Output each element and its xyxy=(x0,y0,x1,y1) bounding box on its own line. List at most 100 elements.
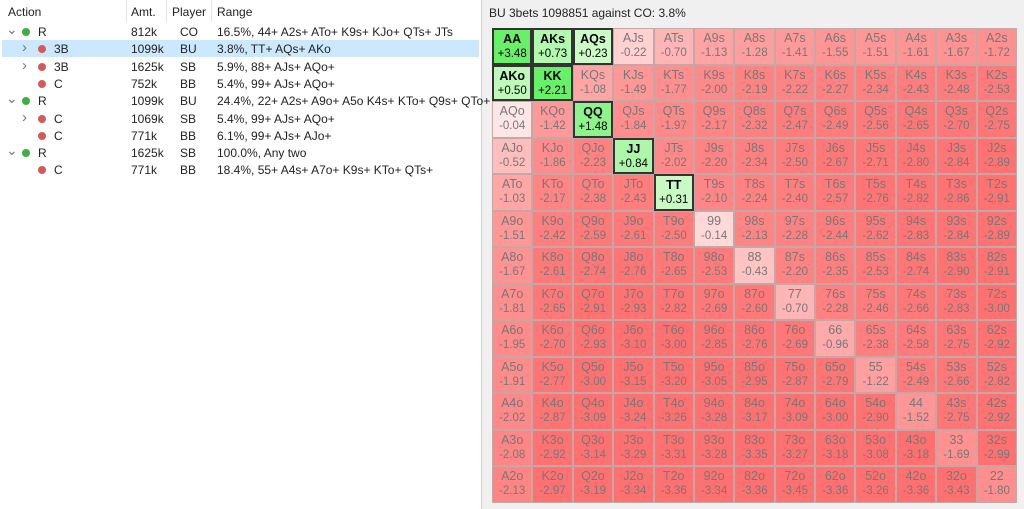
hand-cell[interactable]: A6s -1.55 xyxy=(815,28,856,65)
hand-cell[interactable]: Q6s -2.49 xyxy=(815,101,856,138)
hand-cell[interactable]: T6s -2.57 xyxy=(815,174,856,211)
hand-cell[interactable]: A3s -1.67 xyxy=(936,28,977,65)
hand-cell[interactable]: K7o -2.65 xyxy=(532,283,573,321)
hand-cell[interactable]: 43s -2.75 xyxy=(936,393,977,430)
hand-cell[interactable]: K8s -2.19 xyxy=(734,64,775,102)
hand-cell[interactable]: J6s -2.67 xyxy=(815,137,856,175)
hand-cell[interactable]: 96s -2.44 xyxy=(815,210,856,248)
hand-cell[interactable]: J4s -2.80 xyxy=(895,137,937,175)
hand-cell[interactable]: 43o -3.18 xyxy=(895,429,937,467)
hand-cell[interactable]: Q4s -2.65 xyxy=(895,101,937,138)
hand-cell[interactable]: 99 -0.14 xyxy=(693,210,735,248)
hand-cell[interactable]: 77 -0.70 xyxy=(774,283,816,321)
hand-cell[interactable]: 55 -1.22 xyxy=(855,356,896,394)
hand-cell[interactable]: 73o -3.27 xyxy=(774,429,816,467)
hand-cell[interactable]: T4o -3.26 xyxy=(653,393,694,430)
hand-cell[interactable]: 82s -2.91 xyxy=(976,247,1017,284)
hand-cell[interactable]: 87o -2.60 xyxy=(734,283,775,321)
hand-cell[interactable]: 95o -3.05 xyxy=(693,356,735,394)
hand-cell[interactable]: 85o -2.95 xyxy=(734,356,775,394)
hand-cell[interactable]: J9s -2.20 xyxy=(693,137,735,175)
hand-cell[interactable]: 97o -2.69 xyxy=(693,283,735,321)
hand-cell[interactable]: K2o -2.97 xyxy=(532,466,573,503)
hand-cell[interactable]: 74o -3.09 xyxy=(774,393,816,430)
hand-cell[interactable]: Q5s -2.56 xyxy=(855,101,896,138)
hand-cell[interactable]: K3s -2.48 xyxy=(936,64,977,102)
hand-cell[interactable]: Q7o -2.91 xyxy=(572,283,614,321)
hand-cell[interactable]: Q2o -3.19 xyxy=(572,466,614,503)
hand-cell[interactable]: JTo -2.43 xyxy=(613,174,654,211)
chevron-down-icon[interactable]: ⌄ xyxy=(6,142,18,159)
hand-cell[interactable]: JJ +0.84 xyxy=(613,137,654,175)
tree-row[interactable]: › 3B 1099k BU 3.8%, TT+ AQs+ AKo xyxy=(2,39,479,58)
hand-cell[interactable]: 93o -3.28 xyxy=(693,429,735,467)
hand-cell[interactable]: A4s -1.61 xyxy=(895,28,937,65)
hand-cell[interactable]: 93s -2.84 xyxy=(936,210,977,248)
hand-cell[interactable]: KTo -2.17 xyxy=(532,174,573,211)
hand-cell[interactable]: 88 -0.43 xyxy=(734,247,775,284)
hand-cell[interactable]: K9o -2.42 xyxy=(532,210,573,248)
hand-cell[interactable]: J5o -3.15 xyxy=(613,356,654,394)
hand-cell[interactable]: J3s -2.84 xyxy=(936,137,977,175)
hand-cell[interactable]: 76o -2.69 xyxy=(774,320,816,357)
tree-row[interactable]: C 752k BB 5.4%, 99+ AJs+ AQo+ xyxy=(2,75,479,92)
hand-cell[interactable]: QJs -1.84 xyxy=(613,101,654,138)
chevron-down-icon[interactable]: ⌄ xyxy=(6,90,18,107)
hand-cell[interactable]: A6o -1.95 xyxy=(492,320,533,357)
hand-cell[interactable]: A2s -1.72 xyxy=(976,28,1017,65)
hand-cell[interactable]: Q9o -2.59 xyxy=(572,210,614,248)
hand-cell[interactable]: 53s -2.66 xyxy=(936,356,977,394)
hand-cell[interactable]: J6o -3.10 xyxy=(613,320,654,357)
hand-cell[interactable]: 92s -2.89 xyxy=(976,210,1017,248)
hand-cell[interactable]: 84o -3.17 xyxy=(734,393,775,430)
chevron-down-icon[interactable]: ⌄ xyxy=(6,21,18,37)
hand-cell[interactable]: Q4o -3.09 xyxy=(572,393,614,430)
hand-cell[interactable]: A7o -1.81 xyxy=(492,283,533,321)
hand-cell[interactable]: Q6o -2.93 xyxy=(572,320,614,357)
hand-cell[interactable]: T3s -2.86 xyxy=(936,174,977,211)
hand-cell[interactable]: A5o -1.91 xyxy=(492,356,533,394)
hand-cell[interactable]: AKs +0.73 xyxy=(532,28,573,65)
hand-cell[interactable]: T2s -2.91 xyxy=(976,174,1017,211)
hand-cell[interactable]: AA +3.48 xyxy=(492,28,533,65)
hand-cell[interactable]: 52s -2.82 xyxy=(976,356,1017,394)
hand-cell[interactable]: A9s -1.13 xyxy=(693,28,735,65)
hand-cell[interactable]: K4s -2.43 xyxy=(895,64,937,102)
hand-cell[interactable]: K8o -2.61 xyxy=(532,247,573,284)
hand-cell[interactable]: A8s -1.28 xyxy=(734,28,775,65)
hand-cell[interactable]: 84s -2.74 xyxy=(895,247,937,284)
hand-cell[interactable]: TT +0.31 xyxy=(653,174,694,211)
hand-cell[interactable]: K4o -2.87 xyxy=(532,393,573,430)
hand-cell[interactable]: 63o -3.18 xyxy=(815,429,856,467)
hand-cell[interactable]: KK +2.21 xyxy=(532,64,573,102)
hand-cell[interactable]: K6o -2.70 xyxy=(532,320,573,357)
hand-cell[interactable]: 64s -2.58 xyxy=(895,320,937,357)
hand-cell[interactable]: K3o -2.92 xyxy=(532,429,573,467)
hand-cell[interactable]: ATo -1.03 xyxy=(492,174,533,211)
hand-cell[interactable]: J2o -3.34 xyxy=(613,466,654,503)
hand-cell[interactable]: 72o -3.45 xyxy=(774,466,816,503)
hand-cell[interactable]: Q8s -2.32 xyxy=(734,101,775,138)
header-range[interactable]: Range xyxy=(217,5,253,19)
tree-row[interactable]: C 771k BB 18.4%, 55+ A4s+ A7o+ K9s+ KTo+ QT… xyxy=(2,161,479,178)
tree-row[interactable]: C 771k BB 6.1%, 99+ AJs+ AJo+ xyxy=(2,127,479,144)
hand-cell[interactable]: K5o -2.77 xyxy=(532,356,573,394)
hand-cell[interactable]: QTs -1.97 xyxy=(653,101,694,138)
hand-cell[interactable]: 82o -3.36 xyxy=(734,466,775,503)
hand-cell[interactable]: 83o -3.35 xyxy=(734,429,775,467)
hand-cell[interactable]: T9s -2.10 xyxy=(693,174,735,211)
hand-cell[interactable]: 22 -1.80 xyxy=(976,466,1017,503)
hand-cell[interactable]: 86o -2.76 xyxy=(734,320,775,357)
hand-cell[interactable]: 32o -3.43 xyxy=(936,466,977,503)
hand-cell[interactable]: A5s -1.51 xyxy=(855,28,896,65)
hand-cell[interactable]: JTs -2.02 xyxy=(653,137,694,175)
hand-cell[interactable]: 42o -3.36 xyxy=(895,466,937,503)
hand-cell[interactable]: T5s -2.76 xyxy=(855,174,896,211)
hand-cell[interactable]: 42s -2.92 xyxy=(976,393,1017,430)
hand-cell[interactable]: A9o -1.51 xyxy=(492,210,533,248)
header-action[interactable]: Action xyxy=(8,5,42,19)
hand-cell[interactable]: 92o -3.34 xyxy=(693,466,735,503)
hand-cell[interactable]: 65s -2.38 xyxy=(855,320,896,357)
hand-cell[interactable]: 97s -2.28 xyxy=(774,210,816,248)
hand-cell[interactable]: K5s -2.34 xyxy=(855,64,896,102)
